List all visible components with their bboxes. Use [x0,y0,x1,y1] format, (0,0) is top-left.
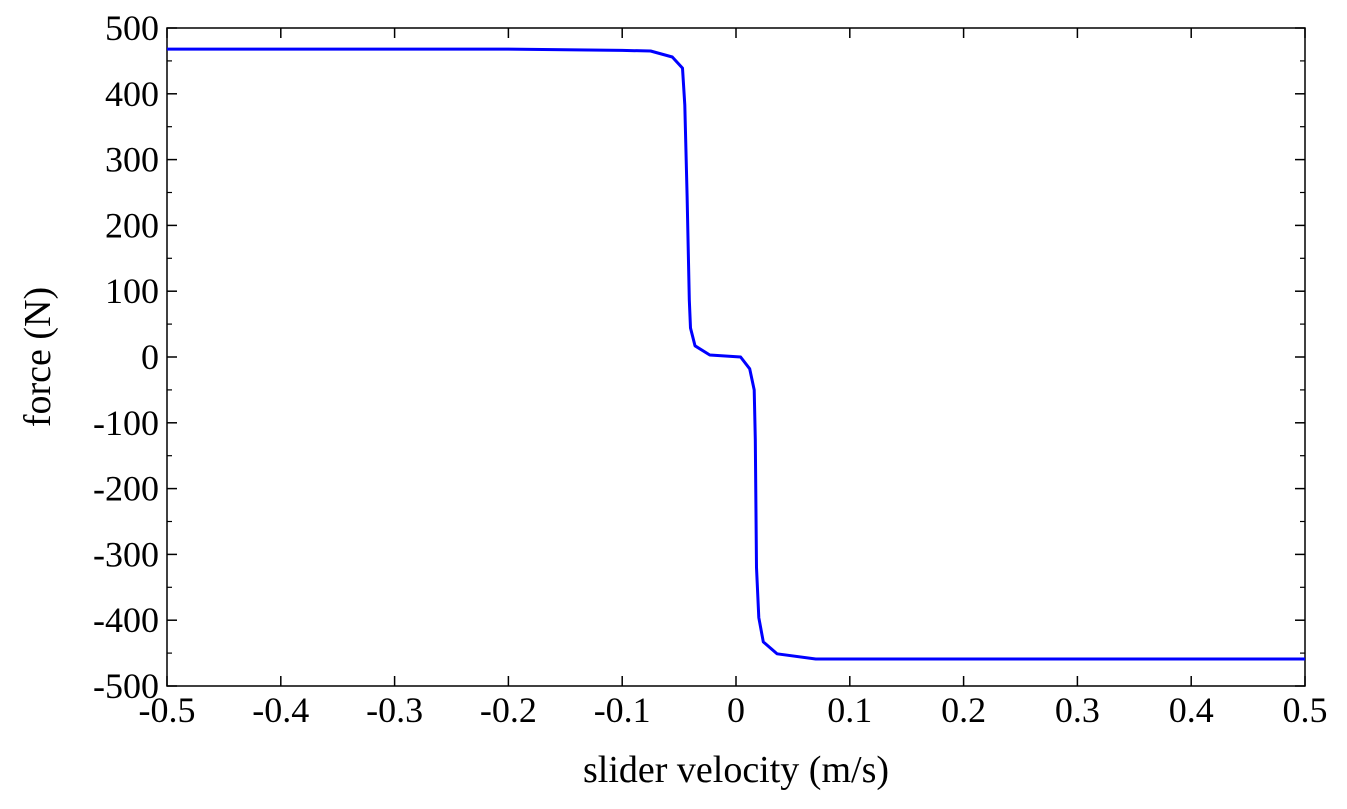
y-tick-label: 400 [105,74,159,114]
plot-area: -0.5 -0.4 -0.3 -0.2 -0.1 0 0.1 0.2 0.3 0.4 0.5 500 4… [93,8,1328,730]
series-line-force [167,47,1305,661]
x-tick-label: 0.2 [941,690,986,730]
y-tick-label: 200 [105,205,159,245]
x-tick-label: -0.3 [366,690,423,730]
x-tick-label: 0.5 [1283,690,1328,730]
y-tick-label: 500 [105,8,159,48]
y-tick-label: -100 [93,403,159,443]
x-tick-label: -0.4 [252,690,309,730]
x-tick-label: -0.1 [594,690,651,730]
y-axis-label: force (N) [17,287,59,427]
x-tick-label: -0.2 [480,690,537,730]
x-axis-label: slider velocity (m/s) [583,749,889,791]
y-tick-label: 0 [141,337,159,377]
y-tick-label: 300 [105,140,159,180]
y-tick-label: -300 [93,534,159,574]
x-tick-label: -0.5 [139,690,196,730]
y-tick-label: 100 [105,271,159,311]
x-tick-label: 0.3 [1055,690,1100,730]
x-tick-label: 0.4 [1169,690,1214,730]
y-tick-label: -200 [93,469,159,509]
y-tick-label: -500 [93,666,159,706]
y-tick-label: -400 [93,600,159,640]
x-tick-label: 0 [727,690,745,730]
x-tick-label: 0.1 [827,690,872,730]
